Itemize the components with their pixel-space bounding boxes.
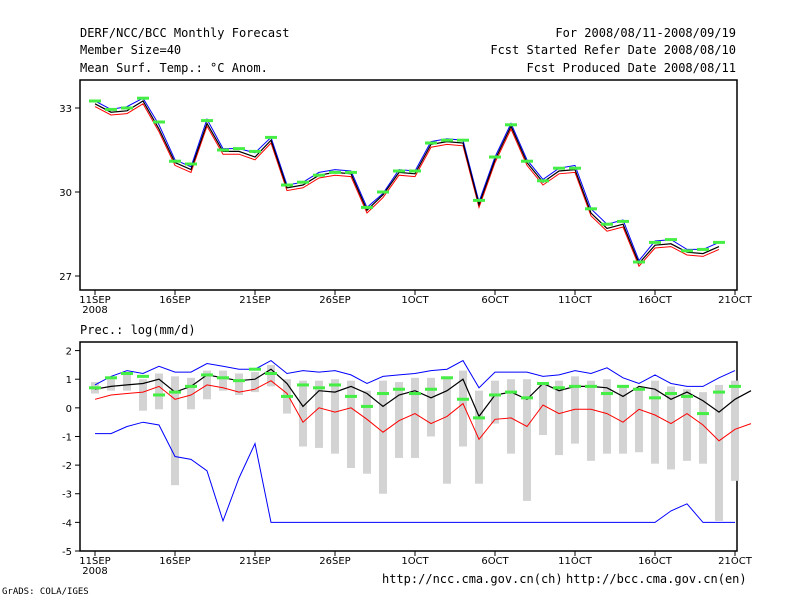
y-tick-label: -2 [62, 461, 72, 472]
x-tick-label: 16SEP [159, 556, 190, 567]
spread-bar [235, 373, 243, 395]
spread-bar [459, 370, 467, 447]
spread-bar [427, 377, 435, 437]
precip-label: Prec.: log(mm/d) [80, 323, 196, 337]
spread-bar [603, 379, 611, 454]
spread-bar [331, 379, 339, 454]
spread-bar [635, 389, 643, 453]
spread-bar [667, 386, 675, 470]
series-max-line [94, 97, 720, 262]
series-mean-line [94, 368, 752, 418]
spread-bar [507, 379, 515, 454]
spread-bar [315, 380, 323, 448]
series-mean-line [94, 100, 720, 265]
started-date-text: Fcst Started Refer Date 2008/08/10 [490, 43, 736, 57]
url-bcc[interactable]: http://bcc.cma.gov.cn(en) [566, 572, 747, 586]
x-tick-label: 11OCT [558, 556, 593, 567]
spread-bar [699, 392, 707, 464]
spread-bar [715, 384, 723, 521]
y-tick-label: 33 [59, 104, 72, 115]
produced-date-text: Fcst Produced Date 2008/08/11 [526, 61, 736, 75]
spread-bar [171, 376, 179, 486]
y-tick-label: -5 [62, 547, 72, 558]
x-tick-label: 21OCT [718, 295, 753, 306]
spread-bar [299, 380, 307, 447]
y-tick-label: -1 [62, 432, 72, 443]
x-year-label: 2008 [82, 566, 107, 577]
spread-bar [379, 380, 387, 494]
y-tick-label: -4 [62, 518, 72, 529]
series-max-line [94, 359, 736, 389]
spread-bar [555, 380, 563, 456]
spread-bar [491, 380, 499, 424]
spread-bar [731, 380, 739, 481]
title-line-3: Mean Surf. Temp.: °C Anom. [80, 61, 268, 75]
x-year-label: 2008 [82, 305, 107, 316]
x-tick-label: 26SEP [319, 295, 350, 306]
spread-bar [651, 380, 659, 464]
y-tick-label: 27 [59, 272, 72, 283]
x-tick-label: 16OCT [638, 295, 673, 306]
spread-bar [411, 377, 419, 458]
y-tick-label: 0 [66, 404, 72, 415]
y-tick-label: 1 [66, 375, 72, 386]
spread-bar [523, 379, 531, 501]
x-tick-label: 16SEP [159, 295, 190, 306]
series-min-line [94, 103, 720, 268]
title-line-2: Member Size=40 [80, 43, 182, 57]
grads-credit: GrADS: COLA/IGES [2, 587, 89, 597]
y-tick-label: 30 [59, 188, 72, 199]
precipitation-chart: -5 -4 -3 -2 -1 0 1 2 11SEP 16SEP 21SEP 26SEP 1OCT 6OC… [62, 341, 753, 577]
temperature-chart: 27 30 33 11SEP 16SEP 21SEP 26SEP 1OCT 6OCT 11OCT 1… [59, 79, 753, 316]
y-tick-label: -3 [62, 490, 72, 501]
spread-bar [123, 373, 131, 391]
spread-bar [251, 372, 259, 393]
x-tick-label: 1OCT [401, 295, 429, 306]
spread-bar [139, 379, 147, 411]
x-tick-label: 11SEP [79, 556, 110, 567]
x-tick-label: 21OCT [718, 556, 753, 567]
spread-bar [155, 373, 163, 410]
spread-bar [363, 390, 371, 474]
spread-bar [347, 380, 355, 468]
x-tick-label: 21SEP [239, 295, 270, 306]
series-ens-low-line [95, 421, 735, 523]
spread-bar [587, 380, 595, 461]
x-tick-label: 11OCT [558, 295, 593, 306]
spread-bar [267, 364, 275, 387]
period-text: For 2008/08/11-2008/09/19 [555, 26, 736, 40]
spread-bar [683, 389, 691, 461]
x-tick-label: 26SEP [319, 556, 350, 567]
x-tick-label: 16OCT [638, 556, 673, 567]
spread-bar [571, 376, 579, 444]
spread-bar [395, 382, 403, 458]
plot-frame [79, 79, 738, 291]
x-tick-label: 1OCT [401, 556, 429, 567]
x-tick-label: 6OCT [481, 295, 509, 306]
spread-bar [219, 370, 227, 391]
series-min-line [94, 380, 752, 442]
title-line-1: DERF/NCC/BCC Monthly Forecast [80, 26, 290, 40]
spread-bar [619, 384, 627, 454]
url-ncc[interactable]: http://ncc.cma.gov.cn(ch) [382, 572, 563, 586]
spread-bar [443, 376, 451, 484]
spread-bar [475, 390, 483, 484]
spread-bar [187, 377, 195, 410]
spread-bar [107, 379, 115, 391]
y-tick-label: 2 [66, 347, 72, 358]
x-tick-label: 6OCT [481, 556, 509, 567]
x-tick-label: 11SEP [79, 295, 110, 306]
spread-bar [539, 382, 547, 436]
x-tick-label: 21SEP [239, 556, 270, 567]
